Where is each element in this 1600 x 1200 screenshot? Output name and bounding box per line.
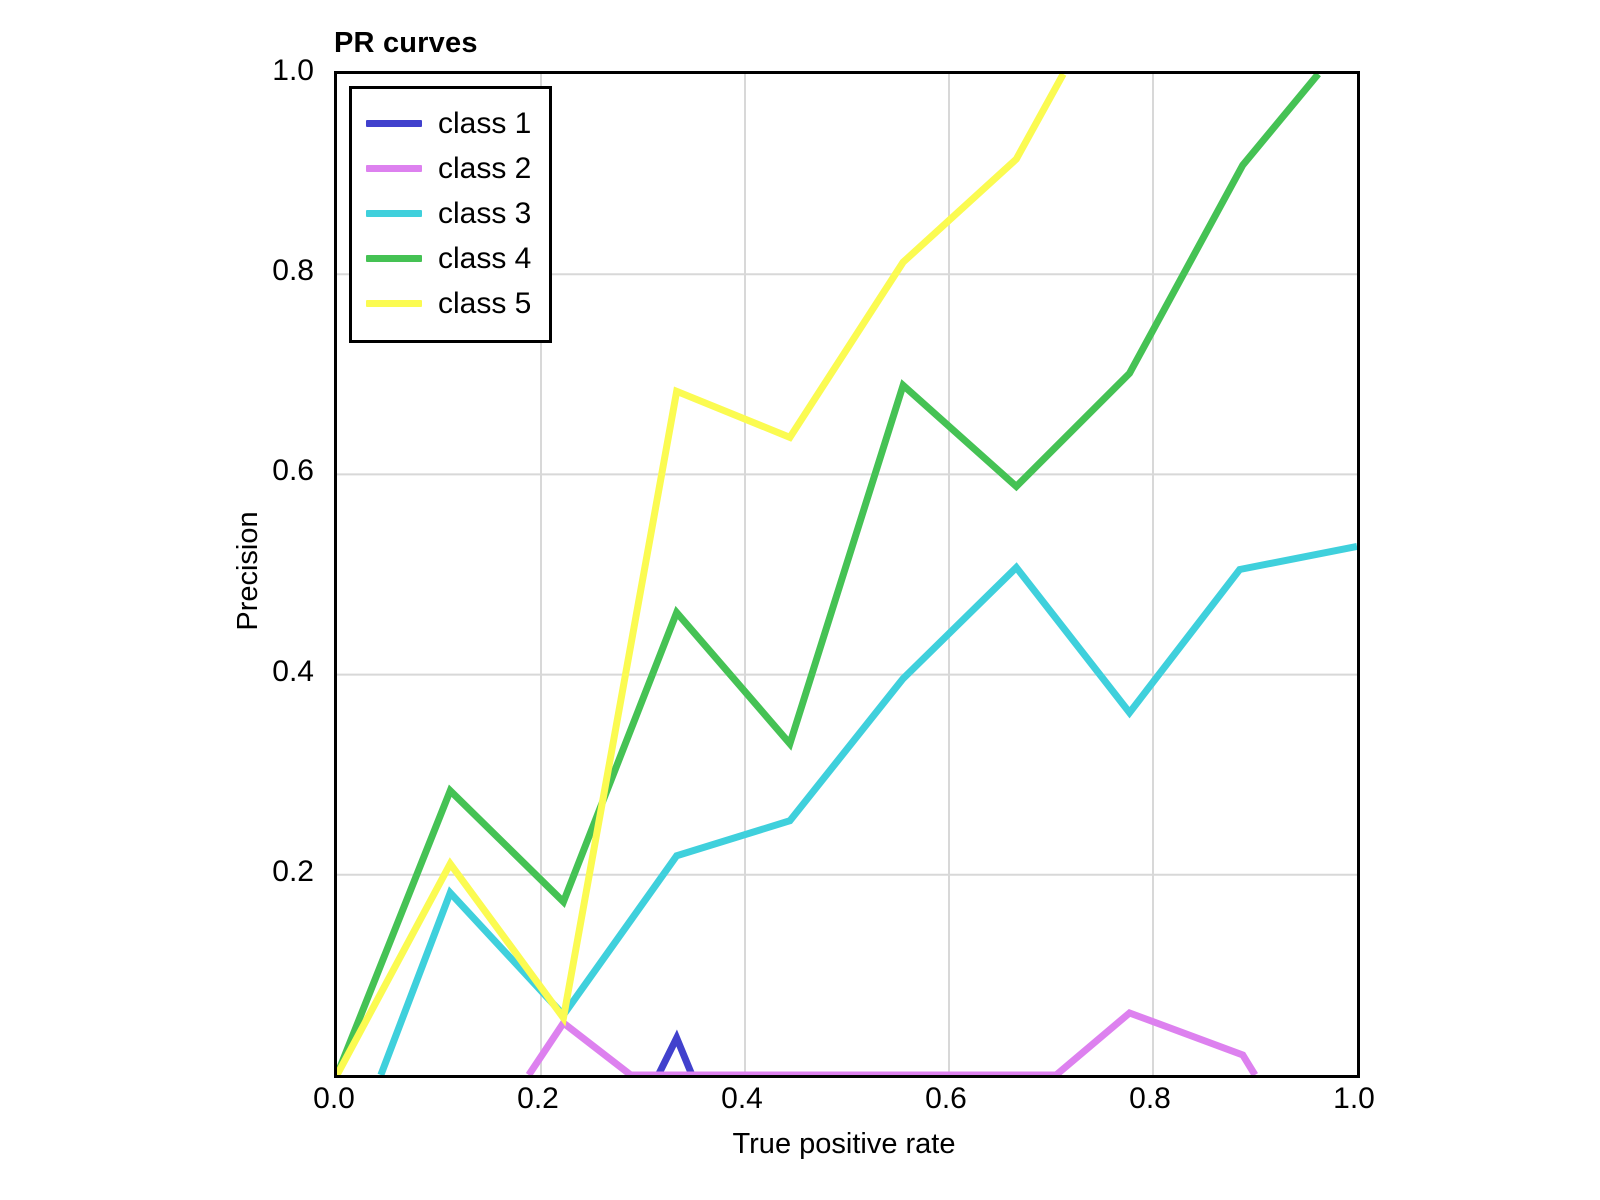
- data-curves: [337, 74, 1357, 1075]
- x-tick-label: 0.4: [721, 1082, 763, 1115]
- plot-inner: [337, 74, 1357, 1075]
- legend-label: class 1: [438, 106, 532, 140]
- y-tick-label: 0.2: [272, 855, 314, 888]
- x-tick-label: 1.0: [1333, 1082, 1375, 1115]
- y-tick-label: 0.6: [272, 454, 314, 487]
- legend-swatch-icon: [366, 255, 422, 262]
- legend-swatch-icon: [366, 165, 422, 172]
- legend-label: class 5: [438, 286, 532, 320]
- series-line: [337, 74, 1321, 1075]
- x-tick-label: 0.2: [517, 1082, 559, 1115]
- legend-label: class 3: [438, 196, 532, 230]
- series-line: [655, 1029, 696, 1075]
- legend-item-class-3: class 3: [366, 191, 531, 236]
- legend: class 1 class 2 class 3 class 4 class 5: [349, 86, 553, 343]
- page-title: PR curves: [334, 27, 478, 59]
- y-axis-title: Precision: [232, 511, 264, 631]
- series-line: [377, 543, 1357, 1075]
- legend-label: class 4: [438, 241, 532, 275]
- legend-item-class-4: class 4: [366, 236, 531, 281]
- legend-swatch-icon: [366, 300, 422, 307]
- x-tick-label: 0.0: [313, 1082, 355, 1115]
- x-tick-label: 0.6: [925, 1082, 967, 1115]
- legend-label: class 2: [438, 151, 532, 185]
- legend-item-class-5: class 5: [366, 281, 531, 326]
- y-tick-label: 0.4: [272, 655, 314, 688]
- y-tick-label: 0.8: [272, 254, 314, 287]
- plot-area: class 1 class 2 class 3 class 4 class 5: [334, 71, 1360, 1078]
- x-tick-label: 0.8: [1129, 1082, 1171, 1115]
- series-line: [337, 74, 1067, 1075]
- legend-swatch-icon: [366, 210, 422, 217]
- series-line: [525, 1008, 1258, 1075]
- legend-item-class-1: class 1: [366, 101, 531, 146]
- x-axis-title: True positive rate: [732, 1128, 956, 1160]
- grid-lines: [337, 74, 1357, 1075]
- y-tick-label: 1.0: [272, 54, 314, 87]
- legend-item-class-2: class 2: [366, 146, 531, 191]
- legend-swatch-icon: [366, 120, 422, 127]
